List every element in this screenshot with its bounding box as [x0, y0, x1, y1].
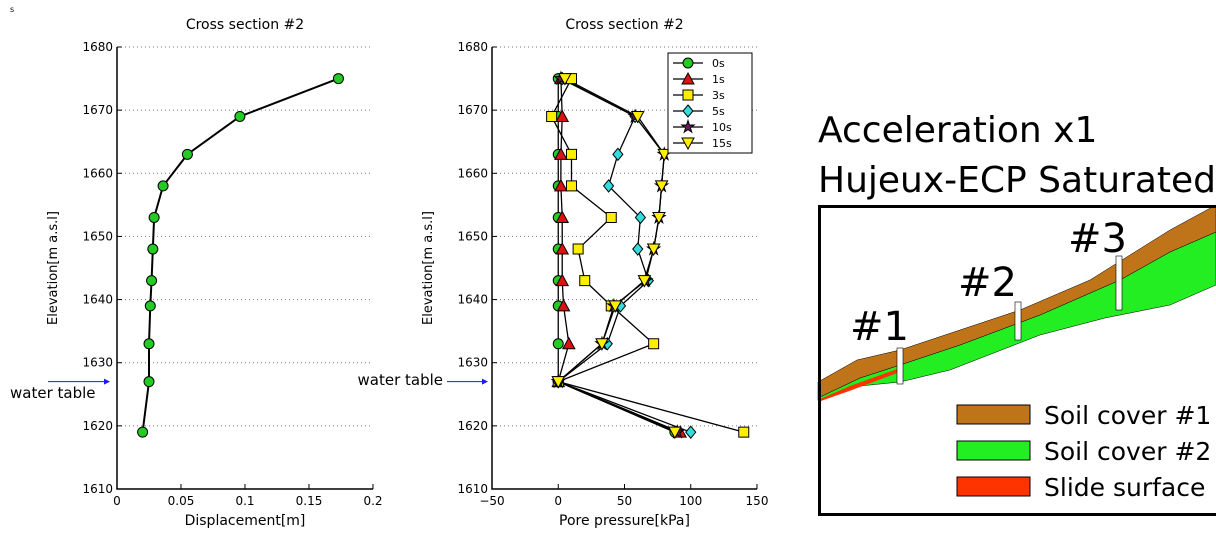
- marker: [633, 243, 643, 255]
- series-line: [558, 79, 677, 433]
- legend-label: 3s: [712, 89, 725, 102]
- y-tick-label: 1670: [82, 103, 113, 117]
- legend-label: Soil cover #1: [1044, 401, 1211, 430]
- marker: [649, 339, 659, 349]
- y-tick-label: 1680: [82, 40, 113, 54]
- x-tick-label: 0.2: [363, 494, 382, 508]
- marker: [148, 244, 158, 254]
- marker: [580, 276, 590, 286]
- section-marker: [1116, 256, 1122, 310]
- marker: [138, 427, 148, 437]
- y-axis-label: Elevation[m a.s.l]: [46, 211, 61, 325]
- section-label: #2: [958, 260, 1017, 306]
- series-line: [558, 79, 680, 433]
- x-tick-label: 0.15: [296, 494, 323, 508]
- marker: [573, 244, 583, 254]
- annotation: water table: [358, 371, 444, 389]
- legend-label: 5s: [712, 105, 725, 118]
- series-line: [558, 79, 675, 433]
- marker: [145, 301, 155, 311]
- y-tick-label: 1630: [457, 356, 488, 370]
- marker: [653, 212, 665, 223]
- marker: [656, 181, 668, 192]
- y-tick-label: 1660: [82, 166, 113, 180]
- x-tick-label: 100: [679, 494, 702, 508]
- x-tick-label: 50: [617, 494, 632, 508]
- marker: [686, 426, 696, 438]
- annotation-arrowhead: [482, 379, 488, 385]
- legend-frame: [668, 53, 752, 153]
- section-label: #3: [1068, 216, 1127, 262]
- x-axis-label: Pore pressure[kPa]: [559, 513, 690, 529]
- y-tick-label: 1650: [82, 229, 113, 243]
- marker: [648, 244, 660, 255]
- y-tick-label: 1630: [82, 356, 113, 370]
- chart-title: Cross section #2: [565, 17, 683, 33]
- x-axis-label: Displacement[m]: [185, 513, 306, 529]
- marker: [144, 377, 154, 387]
- diagram-title: Hujeux-ECP Saturated: [818, 160, 1216, 201]
- section-marker: [1015, 302, 1021, 340]
- marker: [147, 276, 157, 286]
- y-tick-label: 1650: [457, 229, 488, 243]
- y-tick-label: 1640: [82, 293, 113, 307]
- y-tick-label: 1680: [457, 40, 488, 54]
- chart-title: Cross section #2: [186, 17, 304, 33]
- marker: [553, 339, 563, 349]
- marker: [739, 427, 749, 437]
- y-axis-label: Elevation[m a.s.l]: [421, 211, 436, 325]
- x-tick-label: −50: [479, 494, 504, 508]
- section-label: #1: [850, 304, 909, 350]
- legend-swatch: [957, 441, 1030, 460]
- legend-marker: [683, 90, 693, 100]
- marker: [149, 212, 159, 222]
- marker: [567, 181, 577, 191]
- series-line: [558, 79, 675, 433]
- marker: [547, 111, 557, 121]
- legend-label: Slide surface: [1044, 473, 1205, 502]
- marker: [563, 338, 575, 349]
- x-tick-label: 150: [746, 494, 769, 508]
- y-tick-label: 1620: [457, 419, 488, 433]
- marker: [333, 74, 343, 84]
- x-tick-label: 0: [554, 494, 562, 508]
- x-tick-label: 0.1: [235, 494, 254, 508]
- y-tick-label: 1670: [457, 103, 488, 117]
- y-tick-label: 1610: [82, 482, 113, 496]
- corner-label: s: [10, 5, 14, 14]
- legend-label: 1s: [712, 73, 725, 86]
- y-tick-label: 1640: [457, 293, 488, 307]
- diagram-title: Acceleration x1: [818, 110, 1097, 151]
- marker: [182, 149, 192, 159]
- marker: [235, 111, 245, 121]
- y-tick-label: 1620: [82, 419, 113, 433]
- marker: [567, 149, 577, 159]
- axes: [117, 47, 373, 489]
- diagram: Acceleration x1 Hujeux-ECP Saturated #1 …: [818, 110, 1216, 515]
- legend-marker: [683, 58, 693, 68]
- x-tick-label: 0.05: [168, 494, 195, 508]
- legend-label: 0s: [712, 57, 725, 70]
- chart: Cross section #2 Pore pressure[kPa] Elevat…: [358, 17, 769, 529]
- legend-label: 15s: [712, 137, 732, 150]
- marker: [613, 148, 623, 160]
- legend-swatch: [957, 405, 1030, 424]
- chart: Cross section #2 Displacement[m] Elevation…: [10, 17, 383, 529]
- marker: [144, 339, 154, 349]
- annotation: water table: [10, 384, 96, 402]
- legend-label: 10s: [712, 121, 732, 134]
- annotation-arrowhead: [104, 379, 110, 385]
- marker: [606, 212, 616, 222]
- legend-swatch: [957, 477, 1030, 496]
- x-tick-label: 0: [113, 494, 121, 508]
- section-marker: [897, 348, 903, 384]
- legend-label: Soil cover #2: [1044, 437, 1211, 466]
- marker: [158, 181, 168, 191]
- y-tick-label: 1660: [457, 166, 488, 180]
- series-line: [143, 79, 339, 433]
